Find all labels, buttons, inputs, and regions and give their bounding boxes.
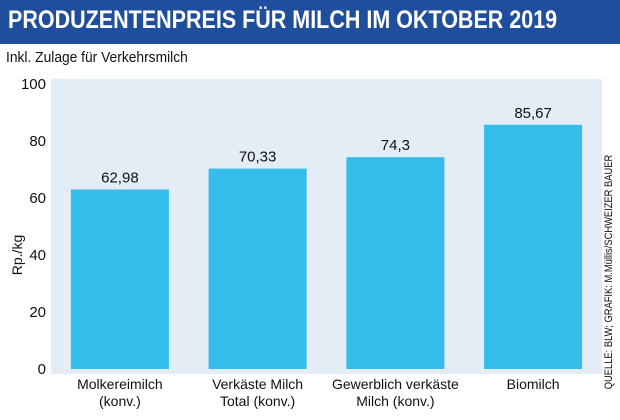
chart-subtitle: Inkl. Zulage für Verkehrsmilch — [6, 49, 188, 66]
y-tick-label-2: 40 — [29, 247, 46, 264]
category-label-2: Gewerblich verkäste Milch (konv.) — [332, 376, 459, 409]
y-tick-label-5: 100 — [21, 76, 46, 93]
category-label-3: Biomilch — [507, 376, 560, 392]
bar-3 — [484, 124, 583, 369]
chart-title: PRODUZENTENPREIS FÜR MILCH IM OKTOBER 20… — [8, 6, 558, 34]
value-label-0: 62,98 — [101, 170, 139, 187]
source-credit: QUELLE: BLW; GRAFIK: M.Müllis/SCHWEIZER … — [603, 154, 615, 390]
value-label-3: 85,67 — [514, 105, 552, 122]
y-tick-label-4: 80 — [29, 133, 46, 150]
bar-2 — [346, 157, 445, 369]
y-tick-label-0: 0 — [38, 361, 46, 378]
y-tick-label-1: 20 — [29, 304, 46, 321]
category-label-0: Molkereimilch (konv.) — [77, 376, 163, 409]
category-label-1: Verkäste Milch Total (konv.) — [212, 376, 303, 409]
value-label-1: 70,33 — [239, 149, 277, 166]
title-bar: PRODUZENTENPREIS FÜR MILCH IM OKTOBER 20… — [0, 0, 620, 44]
y-axis-title: Rp./kg — [9, 235, 25, 275]
bar-1 — [208, 168, 307, 369]
value-label-2: 74,3 — [381, 137, 410, 154]
y-tick-label-3: 60 — [29, 190, 46, 207]
bar-0 — [70, 189, 169, 369]
